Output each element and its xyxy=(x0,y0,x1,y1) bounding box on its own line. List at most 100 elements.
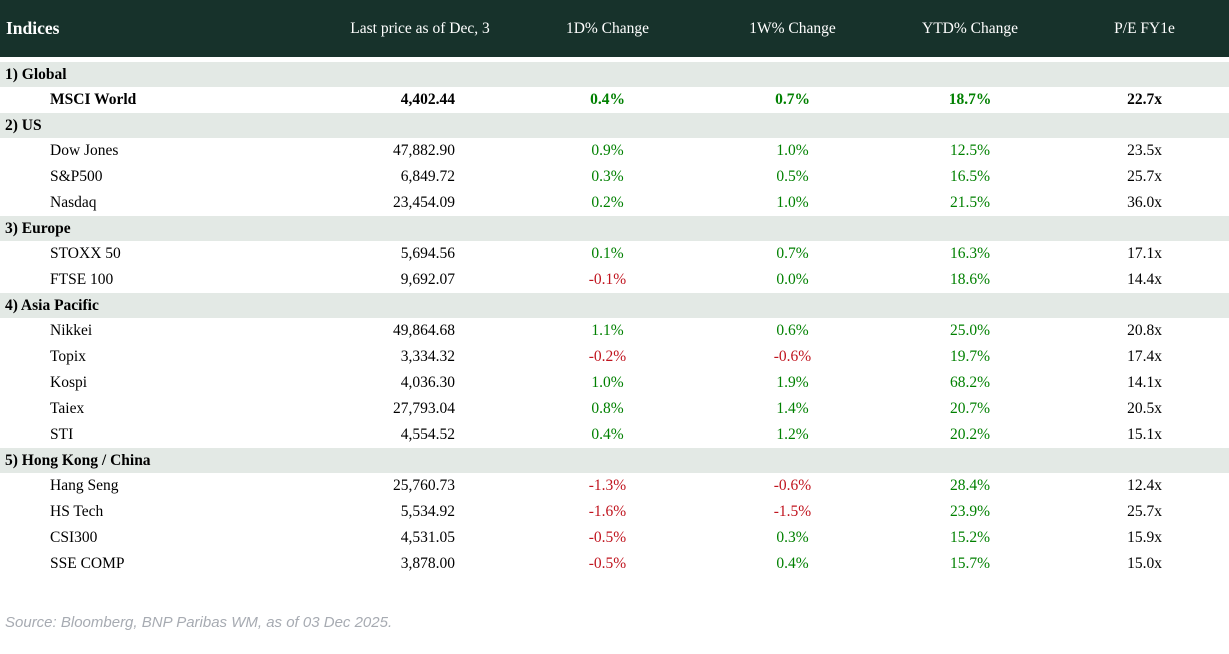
last-price: 4,531.05 xyxy=(400,529,455,546)
change-1w: -0.6% xyxy=(773,348,812,365)
change-ytd: 12.5% xyxy=(949,142,991,159)
last-price: 3,334.32 xyxy=(400,348,455,365)
last-price: 9,692.07 xyxy=(400,271,455,288)
index-name: Dow Jones xyxy=(50,142,119,159)
change-ytd: 16.3% xyxy=(949,245,991,262)
pe-fy1e: 20.5x xyxy=(1127,400,1162,417)
change-1d: -0.2% xyxy=(588,348,627,365)
column-header-1w-change: 1W% Change xyxy=(705,0,880,62)
table-header-row: Indices Last price as of Dec, 3 1D% Chan… xyxy=(0,0,1229,62)
change-1w: 1.0% xyxy=(776,142,809,159)
change-1d: 0.9% xyxy=(591,142,624,159)
change-ytd: 28.4% xyxy=(949,477,991,494)
change-1w: 0.7% xyxy=(775,91,810,108)
pe-fy1e: 25.7x xyxy=(1127,503,1162,520)
change-1w: 0.5% xyxy=(776,168,809,185)
change-1w: -0.6% xyxy=(773,477,812,494)
section-label: 3) Europe xyxy=(0,216,1229,241)
change-1d: 0.3% xyxy=(591,168,624,185)
index-row: STI 4,554.52 0.4% 1.2% 20.2% 15.1x xyxy=(0,422,1229,448)
last-price: 3,878.00 xyxy=(400,555,455,572)
index-row: S&P500 6,849.72 0.3% 0.5% 16.5% 25.7x xyxy=(0,164,1229,190)
column-header-last-price: Last price as of Dec, 3 xyxy=(285,0,510,62)
change-ytd: 20.7% xyxy=(949,400,991,417)
pe-fy1e: 36.0x xyxy=(1127,194,1162,211)
change-1d: -0.5% xyxy=(588,529,627,546)
last-price: 4,554.52 xyxy=(400,426,455,443)
column-header-pe-fy1e: P/E FY1e xyxy=(1060,0,1229,62)
index-name: SSE COMP xyxy=(50,555,125,572)
index-row: Dow Jones 47,882.90 0.9% 1.0% 12.5% 23.5x xyxy=(0,138,1229,164)
change-ytd: 16.5% xyxy=(949,168,991,185)
change-1w: 0.7% xyxy=(776,245,809,262)
change-1d: -1.3% xyxy=(588,477,627,494)
change-1d: 0.1% xyxy=(591,245,624,262)
last-price: 5,534.92 xyxy=(400,503,455,520)
section-row: 5) Hong Kong / China xyxy=(0,448,1229,473)
column-header-indices: Indices xyxy=(0,0,285,62)
pe-fy1e: 17.4x xyxy=(1127,348,1162,365)
index-name: Nasdaq xyxy=(50,194,97,211)
change-ytd: 19.7% xyxy=(949,348,991,365)
last-price: 4,402.44 xyxy=(400,91,455,108)
pe-fy1e: 22.7x xyxy=(1127,91,1162,108)
change-ytd: 20.2% xyxy=(949,426,991,443)
change-ytd: 21.5% xyxy=(949,194,991,211)
source-note: Source: Bloomberg, BNP Paribas WM, as of… xyxy=(5,614,393,631)
change-1d: -0.1% xyxy=(588,271,627,288)
indices-report-page: Indices Last price as of Dec, 3 1D% Chan… xyxy=(0,0,1229,631)
section-row: 1) Global xyxy=(0,59,1229,87)
pe-fy1e: 14.1x xyxy=(1127,374,1162,391)
index-name: MSCI World xyxy=(50,91,137,108)
section-row: 2) US xyxy=(0,113,1229,138)
index-name: STI xyxy=(50,426,74,443)
column-header-1d-change: 1D% Change xyxy=(510,0,705,62)
change-1d: 0.2% xyxy=(591,194,624,211)
last-price: 4,036.30 xyxy=(400,374,455,391)
change-1w: 0.6% xyxy=(776,322,809,339)
index-name: HS Tech xyxy=(50,503,104,520)
change-ytd: 15.2% xyxy=(949,529,991,546)
change-ytd: 23.9% xyxy=(949,503,991,520)
change-1d: 1.0% xyxy=(591,374,624,391)
last-price: 49,864.68 xyxy=(393,322,455,339)
indices-table: Indices Last price as of Dec, 3 1D% Chan… xyxy=(0,0,1229,577)
index-name: Taiex xyxy=(50,400,85,417)
section-label: 1) Global xyxy=(0,59,1229,87)
index-row: Hang Seng 25,760.73 -1.3% -0.6% 28.4% 12.4x xyxy=(0,473,1229,499)
pe-fy1e: 12.4x xyxy=(1127,477,1162,494)
index-name: FTSE 100 xyxy=(50,271,114,288)
change-1d: 0.4% xyxy=(591,426,624,443)
section-label: 4) Asia Pacific xyxy=(0,293,1229,318)
index-row: STOXX 50 5,694.56 0.1% 0.7% 16.3% 17.1x xyxy=(0,241,1229,267)
section-label: 5) Hong Kong / China xyxy=(0,448,1229,473)
last-price: 23,454.09 xyxy=(393,194,455,211)
index-name: CSI300 xyxy=(50,529,98,546)
last-price: 5,694.56 xyxy=(400,245,455,262)
column-header-ytd-change: YTD% Change xyxy=(880,0,1060,62)
change-1w: 1.4% xyxy=(776,400,809,417)
index-row: MSCI World 4,402.44 0.4% 0.7% 18.7% 22.7x xyxy=(0,87,1229,113)
pe-fy1e: 20.8x xyxy=(1127,322,1162,339)
last-price: 25,760.73 xyxy=(393,477,455,494)
change-ytd: 25.0% xyxy=(949,322,991,339)
index-row: Kospi 4,036.30 1.0% 1.9% 68.2% 14.1x xyxy=(0,370,1229,396)
change-ytd: 18.7% xyxy=(948,91,992,108)
change-1d: -0.5% xyxy=(588,555,627,572)
change-1w: 1.2% xyxy=(776,426,809,443)
index-row: CSI300 4,531.05 -0.5% 0.3% 15.2% 15.9x xyxy=(0,525,1229,551)
change-1w: 1.0% xyxy=(776,194,809,211)
change-ytd: 18.6% xyxy=(949,271,991,288)
section-label: 2) US xyxy=(0,113,1229,138)
pe-fy1e: 14.4x xyxy=(1127,271,1162,288)
index-name: Kospi xyxy=(50,374,88,391)
last-price: 47,882.90 xyxy=(393,142,455,159)
index-row: SSE COMP 3,878.00 -0.5% 0.4% 15.7% 15.0x xyxy=(0,551,1229,577)
index-name: STOXX 50 xyxy=(50,245,121,262)
index-row: FTSE 100 9,692.07 -0.1% 0.0% 18.6% 14.4x xyxy=(0,267,1229,293)
index-name: S&P500 xyxy=(50,168,103,185)
change-1d: -1.6% xyxy=(588,503,627,520)
index-row: Topix 3,334.32 -0.2% -0.6% 19.7% 17.4x xyxy=(0,344,1229,370)
pe-fy1e: 25.7x xyxy=(1127,168,1162,185)
change-1w: 0.3% xyxy=(776,529,809,546)
